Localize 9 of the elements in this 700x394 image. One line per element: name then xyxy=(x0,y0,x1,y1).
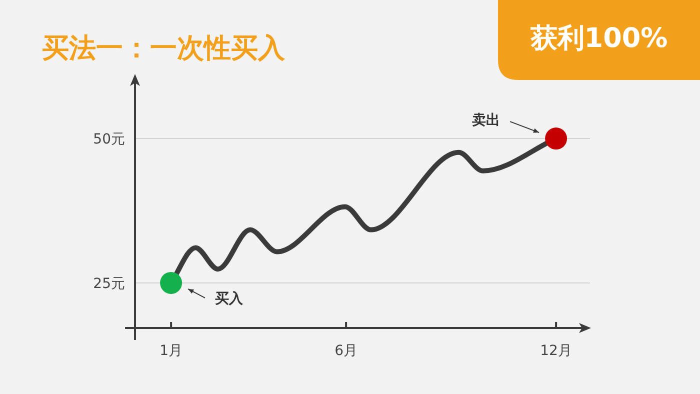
annotation: 卖出 xyxy=(472,112,500,129)
chart-title: 买法一：一次性买入 xyxy=(42,33,286,64)
y-tick-label: 25元 xyxy=(93,276,125,292)
x-tick-label: 12月 xyxy=(540,343,572,359)
text: 获利100% xyxy=(529,23,668,54)
x-tick-label: 6月 xyxy=(334,343,358,359)
y-tick-label: 50元 xyxy=(93,132,125,148)
x-tick-label: 1月 xyxy=(160,343,183,359)
annotation: 买入 xyxy=(215,290,244,307)
